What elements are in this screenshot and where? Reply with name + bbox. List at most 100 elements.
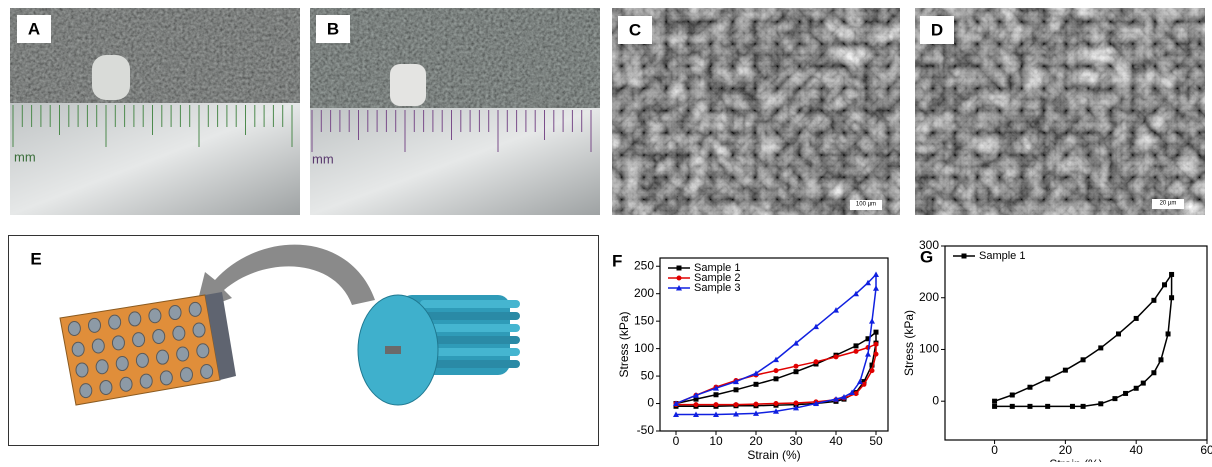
marker [874, 352, 879, 357]
hole [160, 371, 172, 385]
ruler-unit: mm [312, 151, 334, 166]
hole [109, 315, 121, 329]
marker [794, 364, 799, 369]
marker [1010, 392, 1015, 397]
hole [120, 377, 132, 391]
y-tick-label: 0 [932, 393, 939, 407]
x-tick-label: 10 [709, 434, 723, 448]
hole [136, 353, 148, 367]
x-tick-label: 30 [789, 434, 803, 448]
panel-label: B [327, 19, 339, 38]
legend-label: Sample 3 [694, 282, 740, 294]
y-tick-label: 200 [634, 286, 654, 300]
marker [1141, 381, 1146, 386]
plot-frame [945, 246, 1207, 440]
marker [1169, 295, 1174, 300]
sem-c: C 100 µm [612, 8, 900, 215]
panel-label: A [28, 19, 40, 38]
x-tick-label: 20 [1059, 443, 1073, 457]
hole [197, 344, 209, 358]
marker [1134, 316, 1139, 321]
hole [140, 374, 152, 388]
x-tick-label: 40 [829, 434, 843, 448]
marker [1081, 404, 1086, 409]
marker [870, 368, 875, 373]
hole [201, 364, 213, 378]
marker [854, 391, 859, 396]
marker [1169, 272, 1174, 277]
sem-image [915, 8, 1205, 215]
y-tick-label: 100 [634, 341, 654, 355]
marker [1158, 357, 1163, 362]
hole [116, 357, 128, 371]
hole [68, 322, 80, 336]
hole [153, 329, 165, 343]
ruler [10, 103, 300, 215]
hole [180, 368, 192, 382]
marker [734, 402, 739, 407]
marker [1045, 376, 1050, 381]
figure: mm A mm B C 100 µm D 20 µm E [0, 0, 1212, 462]
chart: F01020304050-50050100150200250Strain (%)… [612, 251, 888, 462]
marker [1010, 404, 1015, 409]
hole [72, 342, 84, 356]
y-axis-title: Stress (kPa) [902, 310, 916, 376]
y-tick-label: 300 [919, 238, 939, 252]
marker [873, 271, 879, 277]
marker [754, 382, 759, 387]
marker [774, 368, 779, 373]
panel-label: E [30, 249, 41, 268]
marker [1151, 370, 1156, 375]
marker [962, 254, 967, 259]
marker [1027, 404, 1032, 409]
y-tick-label: 250 [634, 258, 654, 272]
hole [169, 306, 181, 320]
marker [754, 402, 759, 407]
diagram-e: E [9, 236, 599, 446]
y-tick-label: 100 [919, 342, 939, 356]
marker [1063, 368, 1068, 373]
marker [714, 402, 719, 407]
hole [177, 347, 189, 361]
y-tick-label: -50 [637, 423, 655, 437]
marker [874, 330, 879, 335]
marker [734, 387, 739, 392]
ruler [310, 108, 600, 215]
hole [133, 333, 145, 347]
marker [677, 276, 682, 281]
marker [992, 404, 997, 409]
marker [1123, 391, 1128, 396]
sem-d: D 20 µm [915, 8, 1205, 215]
series-line [995, 274, 1172, 406]
marker [1112, 396, 1117, 401]
marker [1162, 282, 1167, 287]
y-tick-label: 150 [634, 313, 654, 327]
x-tick-label: 0 [991, 443, 998, 457]
marker [1081, 357, 1086, 362]
hole [100, 380, 112, 394]
marker [794, 369, 799, 374]
marker [774, 376, 779, 381]
marker [873, 285, 879, 291]
hole [76, 363, 88, 377]
sem-image [612, 8, 900, 215]
marker [854, 349, 859, 354]
marker [794, 400, 799, 405]
scale-bar-label: 100 µm [856, 202, 876, 208]
x-axis-title: Strain (%) [747, 448, 800, 462]
marker [854, 343, 859, 348]
y-tick-label: 0 [647, 396, 654, 410]
marker [834, 354, 839, 359]
marker [1045, 404, 1050, 409]
x-axis-title: Strain (%) [1049, 457, 1102, 462]
marker [869, 318, 875, 324]
marker [1098, 401, 1103, 406]
x-tick-label: 40 [1130, 443, 1144, 457]
photo-b: mm B [310, 8, 600, 215]
hole [92, 339, 104, 353]
marker [1116, 331, 1121, 336]
hole [112, 336, 124, 350]
y-tick-label: 50 [641, 368, 655, 382]
marker [1070, 404, 1075, 409]
marker [1027, 385, 1032, 390]
